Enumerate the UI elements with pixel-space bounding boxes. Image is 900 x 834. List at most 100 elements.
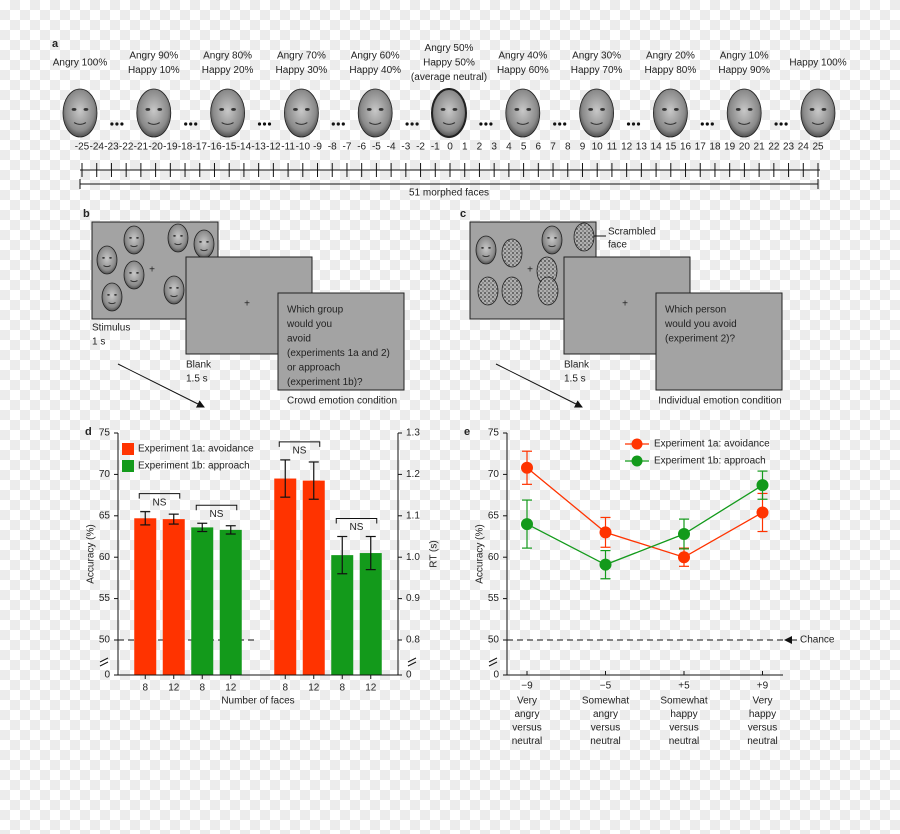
question-line: (experiment 2)? [665,334,735,345]
face-eye [526,107,532,111]
stimulus-label: 1 s [92,337,105,348]
ellipsis-dot [115,122,119,126]
face-eye [809,107,815,111]
face [96,245,118,275]
scale-tick-label: -14 [237,142,252,153]
face [579,88,614,138]
fixation: + [149,265,155,276]
callout-label: face [608,240,627,251]
face-mouth [130,280,138,283]
y-tick-label: 75 [488,428,500,439]
face-mouth [442,122,456,125]
caption: 51 morphed faces [409,188,489,199]
y-tick-label: 0.9 [406,593,420,604]
x-category-note: happy [670,709,697,720]
x-category-note: Somewhat [582,696,629,707]
face-eye [481,247,484,249]
face [193,229,215,259]
x-category-note: Somewhat [660,696,707,707]
face-eye [83,107,89,111]
scale-tick-label: -15 [222,142,237,153]
scale-tick-label: -11 [281,142,295,153]
face-label: Happy 100% [789,58,846,69]
face-eye [169,287,172,289]
face [210,88,246,138]
face [123,225,145,255]
ellipsis-dot [410,122,414,126]
face-mouth [130,245,138,248]
panel-label: b [83,208,90,220]
face-label: Angry 20% [646,50,695,61]
face-eye [588,107,594,111]
face-mouth [295,122,308,125]
face-eye [514,107,520,111]
ellipsis-dot [484,122,488,126]
face [136,88,172,138]
question-line: or approach [287,363,340,374]
ellipsis-dot [631,122,636,126]
significance-label: NS [350,522,364,533]
x-category-note: versus [748,723,777,734]
face-label: Happy 50% [423,58,475,69]
x-category-note: Very [752,696,772,707]
blank-label: Blank [564,360,590,371]
scale-tick-label: 15 [665,142,677,153]
y-axis-label: RT (s) [429,540,440,567]
face [653,88,688,138]
face-eye [662,107,667,111]
x-category-note: angry [514,709,539,720]
scale-tick-label: -25 [75,142,90,153]
scale-tick-label: -19 [163,142,178,153]
data-point [678,551,690,564]
face-eye [199,241,202,243]
face-eye [488,247,491,249]
face-eye [176,287,179,289]
y-axis-label: Accuracy (%) [475,524,486,583]
y-tick-label: 55 [99,593,111,604]
y-tick-label: 70 [99,469,111,480]
face-label: Angry 100% [53,58,108,69]
axis-break [488,661,498,667]
face-mouth [737,122,751,125]
face-label: Angry 40% [498,50,547,61]
question-line: avoid [287,334,311,345]
ellipsis-dot [120,122,124,126]
ellipsis-dot [184,122,188,126]
scale-tick-label: 20 [739,142,751,153]
face-mouth [482,255,490,258]
face-eye [735,107,741,111]
x-tick-label: +5 [678,681,690,692]
face [283,88,319,138]
bar [134,518,157,675]
x-category-note: happy [749,709,776,720]
face [62,88,98,138]
scale-tick-label: 19 [724,142,736,153]
y-tick-label: 1.1 [406,510,420,521]
y-tick-label: 0.8 [406,635,420,646]
scale-tick-label: 11 [607,142,618,153]
scale-tick-label: -8 [328,142,337,153]
x-category-note: neutral [512,736,543,747]
ellipsis-dot [331,122,335,126]
scale-tick-label: 18 [709,142,721,153]
face-eye [600,107,605,111]
face-eye [71,107,77,111]
data-point [678,528,690,541]
blank-label: Blank [186,360,212,371]
scale-tick-label: -23 [104,142,119,153]
ellipsis-dot [774,122,778,126]
scrambled-face [573,222,595,252]
face-label: Happy 60% [497,65,549,76]
legend-label: Experiment 1b: approach [138,461,250,472]
face-eye [747,107,753,111]
scale-tick-label: -1 [431,142,440,153]
y-tick-label: 60 [99,552,111,563]
significance-bracket [335,518,378,524]
scrambled-face [501,276,523,306]
face-mouth [174,243,182,246]
face-eye [206,241,209,243]
ellipsis-dot [479,122,483,126]
bar [359,553,382,675]
